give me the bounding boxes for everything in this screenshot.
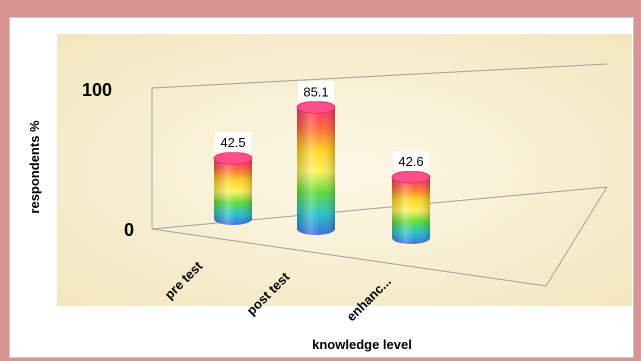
data-label-2: 42.6 [398,154,423,169]
data-label-1: 85.1 [303,84,328,99]
bar-2: 42.6 [391,151,431,244]
floor-front-edge [151,228,547,287]
data-label-0: 42.5 [220,135,245,150]
back-wall-top-edge [151,63,608,89]
data-label-box-2 [393,151,429,172]
y-axis-title: respondents % [27,120,42,214]
bar-1: 85.1 [296,81,336,235]
bar-series: 42.5 85.1 42.6 [213,81,431,244]
bar-top-0 [213,151,253,165]
data-label-box-1 [298,81,334,102]
bar-shading-1 [297,107,335,235]
bar-shading-2 [392,177,430,244]
y-tick-max: 100 [82,80,112,100]
data-label-box-0 [215,132,251,153]
bar-top-1 [296,100,336,114]
bar-0: 42.5 [213,132,253,225]
back-wall [57,34,632,306]
floor-right-edge [545,186,608,287]
bar-top-2 [391,170,431,184]
y-tick-min: 0 [124,220,134,240]
bar-shading-0 [214,158,252,225]
x-axis-title: knowledge level [312,337,412,352]
